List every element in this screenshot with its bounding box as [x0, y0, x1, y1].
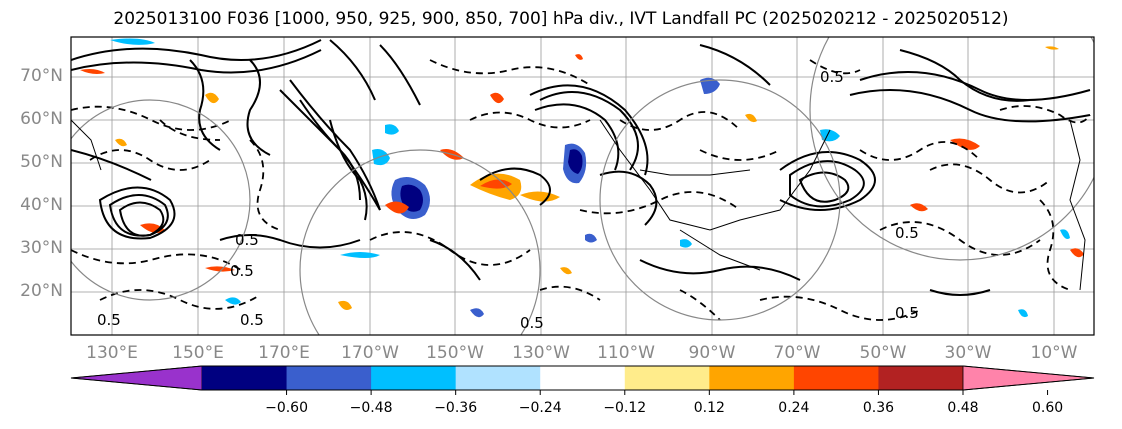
- divergence-shading: [80, 38, 1084, 318]
- latitude-label: 40°N: [20, 195, 63, 215]
- colorbar-segment: [371, 366, 457, 390]
- colorbar-segment: [709, 366, 795, 390]
- reference-circles: [71, 37, 1094, 335]
- contour-label: 0.5: [235, 231, 259, 249]
- colorbar-tick-label: −0.24: [518, 400, 562, 416]
- latitude-label: 20°N: [20, 281, 63, 301]
- colorbar-segment: [540, 366, 626, 390]
- contour-label: 0.5: [230, 262, 254, 280]
- latitude-label: 30°N: [20, 238, 63, 258]
- longitude-label: 50°W: [859, 343, 907, 363]
- colorbar-tick-label: −0.60: [265, 400, 308, 416]
- colorbar-segment: [455, 366, 541, 390]
- map-border: [70, 36, 1095, 336]
- colorbar: [70, 365, 1095, 395]
- contour-lines-dashed: [71, 59, 1091, 321]
- colorbar-tick-label: −0.36: [434, 400, 478, 416]
- longitude-label: 10°W: [1030, 343, 1078, 363]
- longitude-label: 150°E: [172, 343, 224, 363]
- latitude-label: 50°N: [20, 152, 63, 172]
- colorbar-segment: [624, 366, 710, 390]
- longitude-label: 130°W: [512, 343, 570, 363]
- contour-lines-solid: [71, 39, 1091, 296]
- colorbar-tick-label: −0.12: [603, 400, 647, 416]
- longitude-label: 170°W: [341, 343, 399, 363]
- colorbar-tick-label: 0.48: [947, 400, 979, 416]
- longitude-label: 30°W: [944, 343, 992, 363]
- contour-label: 0.5: [895, 304, 919, 322]
- longitude-label: 170°E: [258, 343, 310, 363]
- colorbar-segment: [286, 366, 372, 390]
- colorbar-tick-label: 0.12: [693, 400, 725, 416]
- colorbar-outline: [70, 365, 1095, 391]
- contour-label: 0.5: [520, 314, 544, 332]
- latitude-label: 70°N: [20, 66, 63, 86]
- colorbar-tick-label: 0.60: [1031, 400, 1064, 416]
- longitude-label: 110°W: [597, 343, 655, 363]
- latitude-label: 60°N: [20, 109, 63, 129]
- contour-label: 0.5: [820, 68, 844, 86]
- map-area: [71, 37, 1094, 335]
- colorbar-segment: [878, 366, 964, 390]
- contour-label: 0.5: [240, 311, 264, 329]
- contour-labels: 0.5 0.5 0.5 0.5 0.5 0.5 0.5 0.5: [97, 68, 919, 332]
- contour-label: 0.5: [97, 311, 121, 329]
- coastlines: [71, 119, 1086, 291]
- colorbar-tick-label: 0.24: [778, 400, 810, 416]
- longitude-label: 90°W: [688, 343, 736, 363]
- longitude-label: 70°W: [773, 343, 821, 363]
- map-title: 2025013100 F036 [1000, 950, 925, 900, 85…: [113, 9, 1009, 29]
- colorbar-tick-label: −0.48: [349, 400, 393, 416]
- longitude-label: 150°W: [426, 343, 484, 363]
- longitude-label: 130°E: [86, 343, 138, 363]
- colorbar-tick-label: 0.36: [862, 400, 895, 416]
- contour-label: 0.5: [895, 224, 919, 242]
- colorbar-segment: [202, 366, 288, 390]
- colorbar-extend-low: [70, 365, 203, 391]
- colorbar-segment: [793, 366, 879, 390]
- colorbar-extend-high: [962, 365, 1095, 391]
